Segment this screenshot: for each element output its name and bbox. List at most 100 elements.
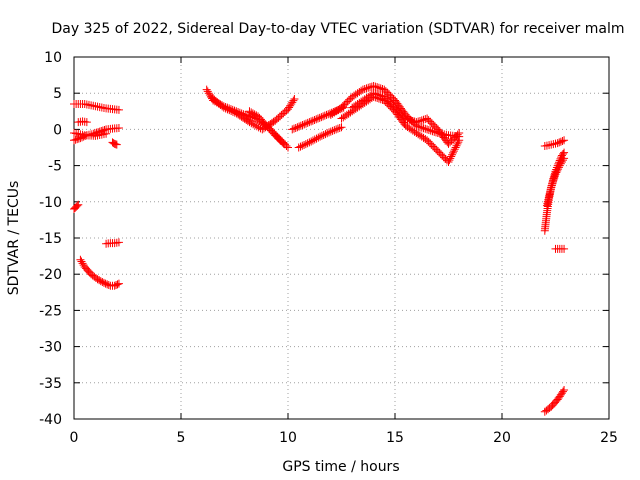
data-point [73, 135, 82, 144]
data-point [326, 127, 335, 136]
data-point [284, 143, 292, 152]
data-point [362, 84, 371, 93]
data-point [373, 90, 382, 99]
data-point [558, 136, 567, 145]
data-point [70, 136, 78, 145]
data-point [312, 115, 321, 124]
data-point [321, 130, 330, 139]
series-day-h [348, 89, 464, 148]
axis-ticks: 0 5 10 15 20 25 10 5 0 -5 -10 -15 -20 -25 -30 -35 -40 [39, 50, 618, 446]
data-point [315, 113, 324, 122]
data-point [296, 142, 305, 151]
data-point [300, 120, 309, 129]
data-point [308, 116, 317, 125]
data-point [250, 121, 259, 130]
x-axis-label: GPS time / hours [282, 459, 399, 475]
data-point [414, 117, 423, 126]
data-point [109, 139, 118, 148]
data-point [369, 89, 378, 98]
data-point [286, 101, 295, 110]
data-point [553, 139, 562, 148]
chart-title: Day 325 of 2022, Sidereal Day-to-day VTE… [52, 21, 625, 37]
data-point [364, 83, 373, 92]
data-point [284, 105, 292, 114]
y-tick-label: 10 [44, 50, 62, 66]
data-point [421, 115, 430, 124]
data-point [305, 118, 314, 127]
data-point [223, 105, 232, 114]
data-point [357, 86, 366, 95]
data-point [314, 133, 323, 142]
data-point [401, 114, 410, 123]
data-point [227, 106, 236, 115]
y-axis-label: SDTVAR / TECUs [6, 181, 22, 296]
data-point [243, 117, 252, 126]
data-point [373, 83, 382, 92]
data-point [548, 179, 557, 188]
data-point [407, 116, 416, 125]
data-point [114, 105, 123, 114]
data-point [293, 123, 302, 132]
data-point [366, 83, 375, 92]
data-point [303, 139, 312, 148]
data-point [294, 143, 303, 152]
data-point [549, 175, 558, 184]
data-point [550, 174, 559, 183]
data-point [455, 136, 464, 145]
data-point [78, 259, 87, 268]
data-point [369, 81, 378, 90]
data-point [450, 145, 459, 154]
data-point [74, 134, 83, 143]
data-point [310, 115, 319, 124]
data-point [96, 277, 105, 286]
data-point [552, 168, 561, 177]
data-point [295, 122, 304, 131]
data-point [551, 170, 560, 179]
data-point [451, 143, 460, 152]
y-tick-label: -25 [39, 303, 62, 319]
data-point [444, 157, 453, 166]
data-point [303, 118, 312, 127]
data-point [250, 110, 259, 119]
data-point [298, 121, 307, 130]
x-tick-label: 15 [386, 430, 404, 446]
data-point [417, 116, 426, 125]
data-point [219, 103, 228, 112]
data-point [452, 141, 461, 150]
series-day-f [326, 81, 464, 141]
y-tick-label: 0 [53, 122, 62, 138]
data-point [550, 172, 559, 181]
data-points [70, 81, 569, 416]
data-point [296, 121, 305, 130]
data-point [335, 123, 344, 132]
data-point [71, 135, 80, 144]
data-point [247, 119, 256, 128]
grid-lines [74, 57, 609, 419]
data-point [454, 138, 463, 147]
data-point [560, 386, 569, 395]
data-point [400, 112, 409, 121]
data-point [448, 148, 457, 157]
data-point [112, 140, 121, 149]
data-point [360, 84, 369, 93]
y-tick-label: -5 [48, 159, 62, 175]
data-point [300, 140, 309, 149]
series-early-flat [102, 238, 123, 248]
data-point [332, 125, 341, 134]
data-point [553, 166, 562, 175]
data-point [204, 89, 213, 98]
data-point [558, 387, 567, 396]
data-point [254, 123, 263, 132]
data-point [285, 103, 294, 112]
data-point [448, 150, 457, 159]
data-point [247, 108, 256, 117]
data-point [313, 114, 322, 123]
data-point [72, 202, 81, 211]
data-point [426, 126, 435, 135]
data-point [100, 125, 109, 134]
data-point [245, 107, 254, 116]
series-early-curve [76, 255, 123, 290]
series-early-small [74, 117, 91, 127]
data-point [202, 85, 211, 94]
